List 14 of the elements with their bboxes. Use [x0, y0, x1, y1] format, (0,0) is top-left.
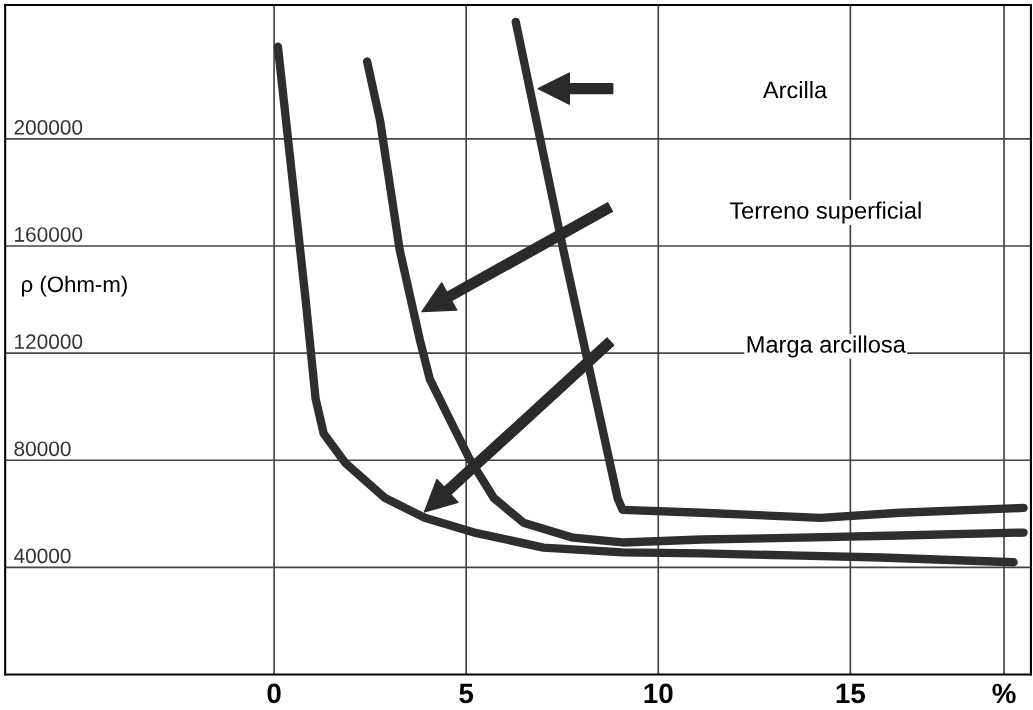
x-tick-label: 0 — [267, 683, 281, 704]
y-tick-label: 120000 — [15, 334, 83, 350]
x-tick-label: 10 — [644, 683, 673, 704]
annotation: Arcilla — [762, 81, 828, 99]
annotation: Marga arcillosa — [747, 335, 906, 358]
y-tick-label: 40000 — [13, 548, 71, 564]
x-tick-label: % — [992, 683, 1016, 704]
annotation: Terreno superficial — [729, 201, 921, 224]
y-tick-label: 160000 — [15, 227, 83, 242]
x-tick-label: 5 — [459, 683, 474, 704]
y-tick-label: 200000 — [14, 120, 83, 135]
y-tick-label: 80000 — [14, 441, 71, 457]
y-axis-title: ρ (Ohm-m) — [21, 275, 127, 297]
x-tick-label: 15 — [836, 683, 866, 704]
